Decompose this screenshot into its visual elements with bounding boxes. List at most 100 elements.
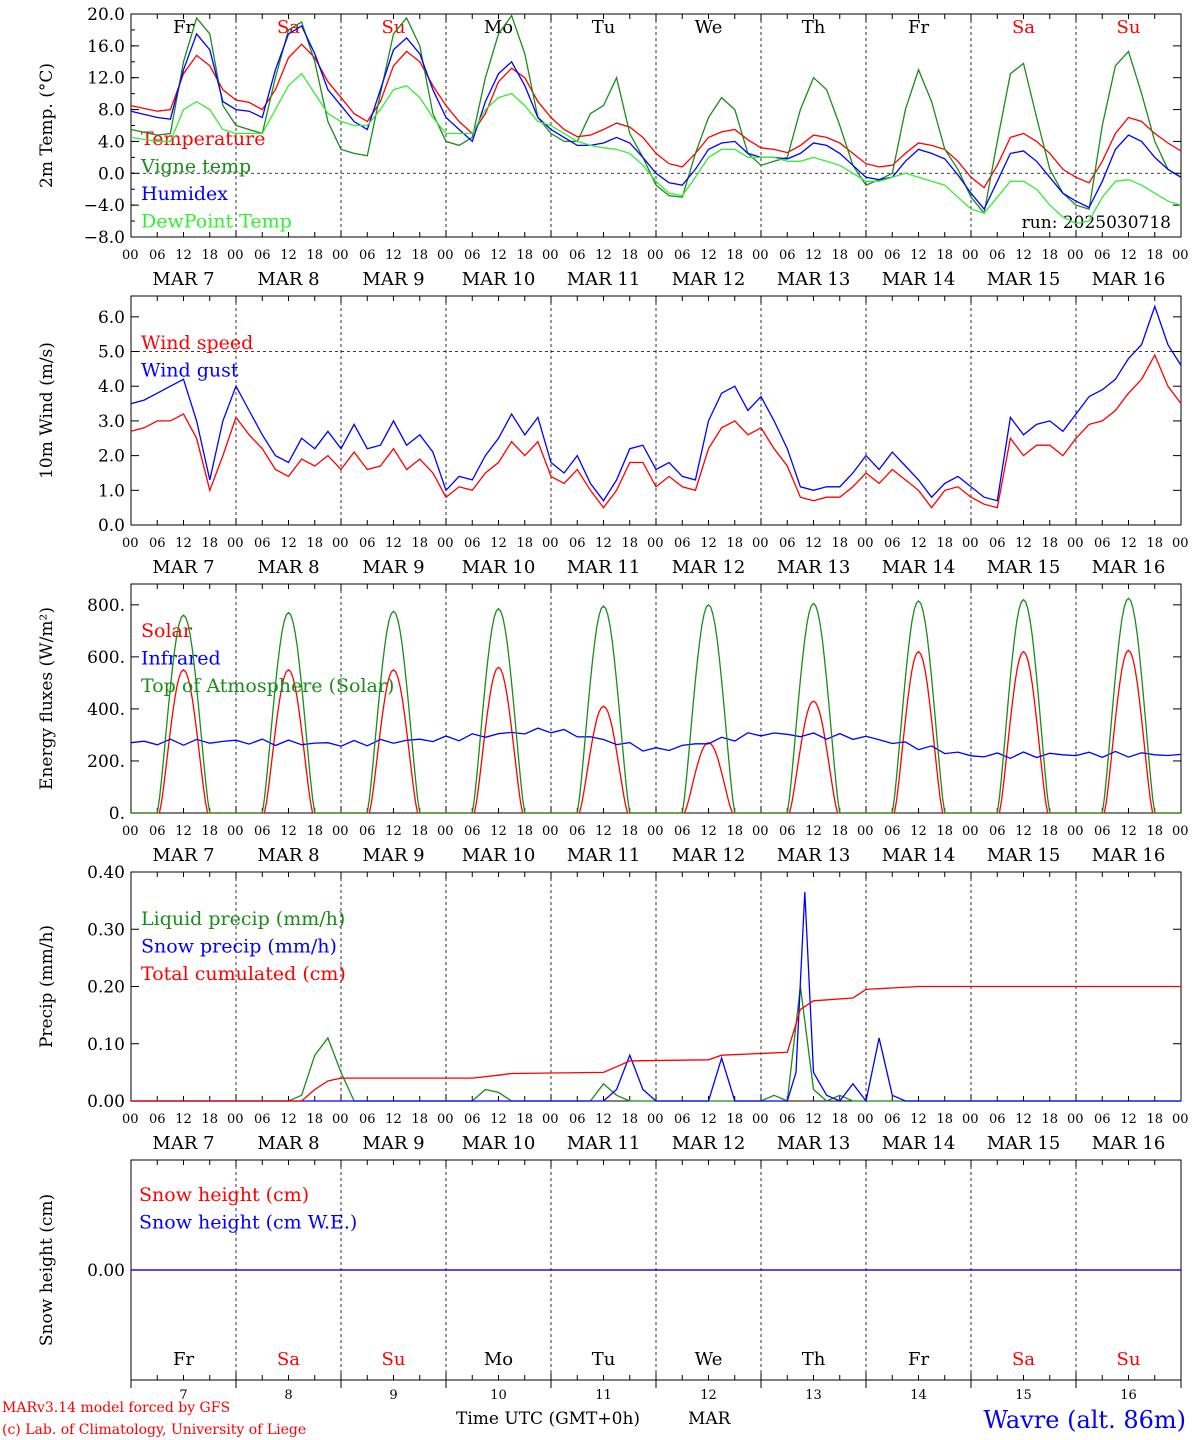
x-tick-label: 00 [1172,536,1189,551]
series-line-snow-precip-mm-h- [131,891,1181,1103]
y-tick-label: 200. [87,752,125,772]
date-label: MAR 15 [987,557,1061,578]
x-tick-label: 12 [1015,536,1032,551]
date-label: MAR 16 [1092,557,1166,578]
x-tick-label: 06 [569,248,586,263]
weekday-label: Sa [277,17,300,38]
weekday-label: We [695,1349,723,1370]
x-tick-label: 06 [989,1112,1006,1127]
x-tick-label: 18 [831,248,848,263]
x-tick-label: 12 [385,1112,402,1127]
y-tick-label: −4.0 [84,196,125,216]
weekday-label: Su [1117,1349,1141,1370]
legend-entry: Total cumulated (cm) [141,963,346,985]
y-tick-label: 8.0 [98,101,125,121]
x-tick-label: 06 [674,824,691,839]
x-tick-label: 06 [1094,1112,1111,1127]
x-tick-label: 12 [175,824,192,839]
x-tick-label: 12 [280,1112,297,1127]
x-tick-label: 18 [201,1112,218,1127]
y-tick-label: 4.0 [98,377,125,397]
x-tick-label: 12 [490,824,507,839]
x-tick-label: 06 [149,536,166,551]
x-tick-label: 00 [752,824,769,839]
x-tick-label: 00 [332,1112,349,1127]
day-number: 10 [490,1388,507,1403]
panel-temp: 20.0 16.0 12.0 8.0 4.0 0.0 −4.0 −8.0 2m Temp. (°… [37,5,1189,290]
x-tick-label: 00 [542,248,559,263]
legend-entry: Liquid precip (mm/h) [141,908,345,930]
x-tick-label: 06 [674,1112,691,1127]
x-tick-label: 12 [490,248,507,263]
x-tick-label: 06 [1094,824,1111,839]
x-tick-label: 18 [306,248,323,263]
weekday-label: Mo [484,17,513,38]
x-tick-label: 18 [831,824,848,839]
day-number: 9 [389,1388,397,1403]
x-tick-label: 18 [936,824,953,839]
x-tick-label: 00 [647,536,664,551]
x-tick-label: 06 [464,248,481,263]
x-tick-label: 06 [149,1112,166,1127]
x-tick-label: 12 [490,1112,507,1127]
x-tick-label: 18 [306,536,323,551]
x-tick-label: 18 [516,824,533,839]
x-tick-label: 06 [359,248,376,263]
x-tick-label: 00 [1172,824,1189,839]
x-tick-label: 12 [385,248,402,263]
x-tick-label: 18 [831,536,848,551]
legend-entry: Solar [141,620,193,642]
series-line-total-cumulated-cm- [131,985,1181,1102]
x-tick-label: 06 [149,824,166,839]
date-label: MAR 10 [462,1133,536,1154]
weekday-label: Mo [484,1349,513,1370]
series-line-wind-speed [130,353,1182,509]
x-tick-label: 12 [385,824,402,839]
y-tick-label: 1.0 [98,481,125,501]
x-tick-label: 12 [595,536,612,551]
x-axis-label: Time UTC (GMT+0h) [456,1409,640,1429]
x-tick-label: 18 [306,824,323,839]
weekday-label: Su [382,17,406,38]
x-tick-label: 18 [1146,248,1163,263]
date-label: MAR 8 [257,557,319,578]
date-label: MAR 13 [777,845,851,866]
weekday-label: Fr [173,17,194,38]
x-tick-label: 12 [700,536,717,551]
series-line-temperature [130,43,1182,189]
date-label: MAR 16 [1092,269,1166,290]
x-tick-label: 18 [411,824,428,839]
x-tick-label: 18 [1041,1112,1058,1127]
date-label: MAR 7 [152,269,214,290]
x-tick-label: 12 [175,1112,192,1127]
weekday-label: Su [382,1349,406,1370]
y-axis-label: 10m Wind (m/s) [37,342,57,479]
series-line-dewpoint-temp [130,72,1182,225]
x-tick-label: 12 [910,824,927,839]
x-tick-label: 18 [621,824,638,839]
y-tick-label: −8.0 [84,228,125,248]
y-axis-label: Precip (mm/h) [37,925,57,1048]
x-tick-label: 06 [779,536,796,551]
panel-snow: 0.00 Snow height (cm) Snow height (cm) Snow… [37,1159,1182,1403]
legend-entry: Humidex [141,183,228,205]
legend-entry: Infrared [141,648,221,670]
day-number: 14 [910,1388,927,1403]
x-tick-label: 12 [595,824,612,839]
x-tick-label: 18 [306,1112,323,1127]
weekday-label: Fr [908,1349,929,1370]
x-tick-label: 00 [122,824,139,839]
x-tick-label: 12 [700,824,717,839]
x-tick-label: 00 [857,248,874,263]
model-credit: MARv3.14 model forced by GFS [2,1400,230,1416]
day-number: 13 [805,1388,822,1403]
x-tick-label: 06 [359,1112,376,1127]
x-tick-label: 00 [437,1112,454,1127]
date-label: MAR 14 [882,845,956,866]
x-tick-label: 06 [254,536,271,551]
x-tick-label: 06 [359,536,376,551]
x-tick-label: 12 [1120,536,1137,551]
date-label: MAR 12 [672,845,746,866]
weekday-label: Fr [908,17,929,38]
